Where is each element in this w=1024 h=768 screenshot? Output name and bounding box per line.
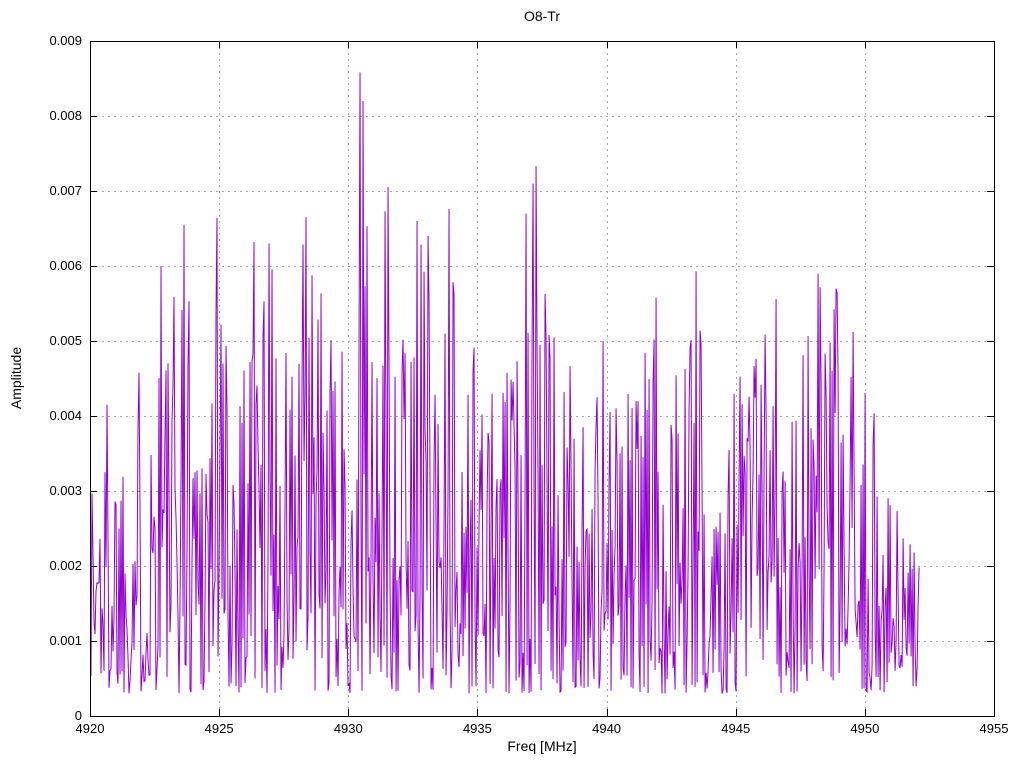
chart-title: O8-Tr (523, 8, 561, 24)
y-tick-label: 0.002 (49, 558, 82, 573)
y-tick-label: 0.008 (49, 108, 82, 123)
x-tick-label: 4940 (592, 721, 621, 736)
y-tick-label: 0.005 (49, 333, 82, 348)
x-tick-label: 4925 (205, 721, 234, 736)
x-tick-label: 4935 (463, 721, 492, 736)
x-tick-label: 4955 (980, 721, 1009, 736)
x-tick-label: 4930 (334, 721, 363, 736)
y-tick-label: 0.004 (49, 408, 82, 423)
x-axis-label: Freq [MHz] (507, 738, 577, 754)
y-tick-label: 0 (75, 708, 82, 723)
y-tick-label: 0.003 (49, 483, 82, 498)
y-tick-label: 0.001 (49, 633, 82, 648)
x-tick-label: 4945 (721, 721, 750, 736)
series-line (89, 72, 920, 694)
plot-border (90, 41, 995, 717)
y-tick-label: 0.007 (49, 183, 82, 198)
y-tick-label: 0.006 (49, 258, 82, 273)
y-tick-label: 0.009 (49, 33, 82, 48)
x-tick-label: 4950 (850, 721, 879, 736)
x-tick-label: 4920 (76, 721, 105, 736)
